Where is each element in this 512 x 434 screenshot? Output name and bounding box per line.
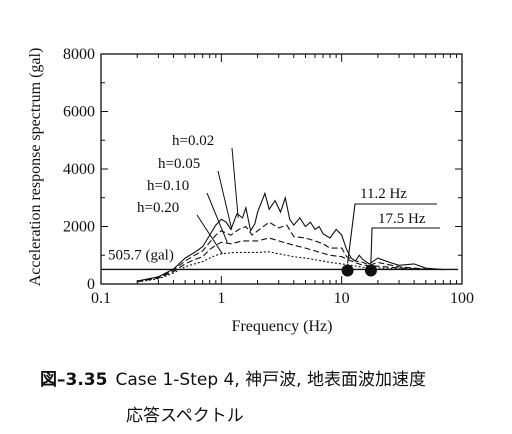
y-tick-label: 6000	[63, 104, 95, 121]
frequency-marker-2	[364, 264, 377, 277]
axes: 0 2000 4000 6000 8000 0.1 1 10 100	[63, 46, 474, 307]
frequency-label-1: 11.2 Hz	[360, 186, 407, 202]
series-leader-3	[206, 192, 228, 243]
series-label-4: h=0.20	[137, 200, 179, 216]
series-label-1: h=0.02	[172, 133, 214, 149]
series-line-1	[137, 191, 444, 282]
x-axis-label: Frequency (Hz)	[232, 318, 333, 335]
series-group	[137, 191, 444, 283]
series-line-2	[137, 221, 444, 282]
annotations: 505.7 (gal) h=0.02 h=0.05 h=0.10 h=0.20 11.2 …	[101, 133, 458, 277]
series-label-3: h=0.10	[147, 178, 189, 194]
x-tick-label: 100	[450, 290, 474, 307]
y-axis-label: Acceleration response spectrum (gal)	[27, 48, 44, 287]
frequency-leader-2	[370, 227, 440, 264]
frequency-label-2: 17.5 Hz	[378, 211, 426, 227]
caption-line-2: 応答スペクトル	[126, 406, 244, 426]
series-leader-1	[231, 147, 239, 218]
caption-line-1: Case 1-Step 4, 神戸波, 地表面波加速度	[115, 370, 426, 390]
frequency-leader-1	[347, 203, 437, 264]
y-tick-label: 4000	[63, 161, 95, 178]
y-tick-label: 0	[87, 276, 95, 293]
response-spectrum-chart: 0 2000 4000 6000 8000 0.1 1 10 100 505.7 (gal) h=…	[27, 46, 474, 335]
figure-number: 図–3.35	[40, 370, 108, 390]
series-line-4	[137, 251, 444, 283]
y-tick-label: 2000	[63, 219, 95, 236]
series-label-2: h=0.05	[158, 156, 200, 172]
figure-caption: 図–3.35 Case 1-Step 4, 神戸波, 地表面波加速度 応答スペクト…	[40, 362, 426, 434]
frequency-marker-1	[341, 264, 354, 277]
reference-line-label: 505.7 (gal)	[108, 247, 174, 263]
y-tick-label: 8000	[63, 46, 95, 63]
series-leader-4	[196, 214, 223, 255]
series-leader-2	[217, 170, 233, 230]
x-tick-label: 0.1	[91, 290, 111, 307]
x-tick-label: 10	[334, 290, 350, 307]
x-tick-label: 1	[217, 290, 225, 307]
